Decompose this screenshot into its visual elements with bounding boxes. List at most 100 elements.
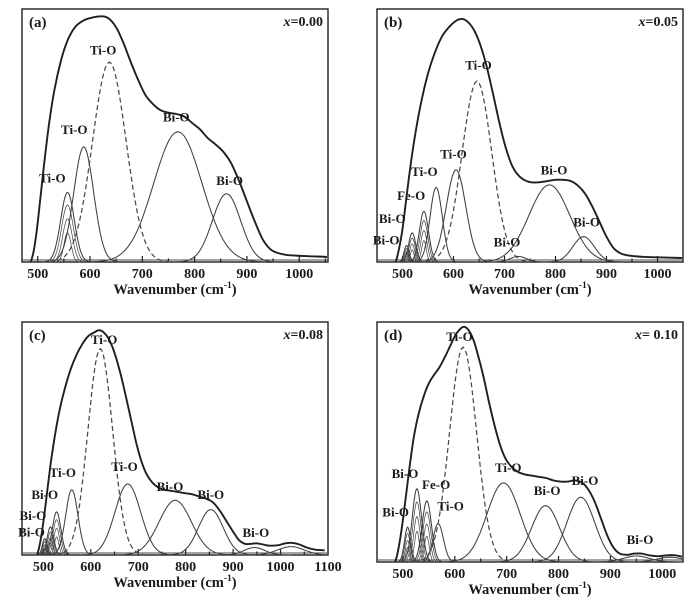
- envelope-curve: [394, 18, 683, 263]
- spectrum-panel-d: 500 600 700 800 900 1000 Wavenumber (cm-1) (d) x…: [350, 302, 700, 604]
- component-curve-bi-o: [91, 131, 265, 263]
- component-curve-ti-o: [414, 346, 512, 563]
- x-tick-label: 500: [27, 267, 48, 282]
- peak-label-ti-o: Ti-O: [50, 465, 77, 480]
- component-curve-bi-o: [175, 193, 278, 263]
- spectrum-panel-c: 500 600 700 800 900 1000 1100 Wavenumber (cm-1)…: [0, 302, 350, 604]
- peak-label-bi-o: Bi-O: [494, 234, 521, 249]
- x-axis-title: Wavenumber (cm-1): [468, 581, 591, 598]
- component-hatch-line: [48, 536, 65, 556]
- x-tick-label: 900: [236, 267, 257, 282]
- component-curve-bi-o: [399, 232, 426, 263]
- spectrum-plot-c: 500 600 700 800 900 1000 1100 Wavenumber (cm-1)…: [18, 321, 342, 591]
- panel-letter: (a): [29, 15, 47, 31]
- x-tick-label: 800: [545, 267, 566, 282]
- component-hatch-line: [40, 531, 61, 556]
- x-tick-label: 900: [600, 567, 621, 582]
- peak-label-bi-o: Bi-O: [20, 508, 47, 523]
- component-curve-bi-o: [544, 236, 623, 263]
- component-hatch-line: [37, 541, 53, 556]
- composition-label: x= 0.10: [634, 328, 678, 343]
- component-curve-ti-o: [421, 169, 491, 263]
- x-tick-label: 500: [392, 567, 413, 582]
- peak-label-ti-o: Ti-O: [91, 332, 118, 347]
- peak-label-bi-o: Bi-O: [163, 110, 190, 125]
- peak-label-bi-o: Bi-O: [18, 524, 45, 539]
- x-tick-label: 1000: [648, 567, 676, 582]
- plot-frame: [21, 321, 329, 556]
- peak-label-bi-o: Bi-O: [627, 532, 654, 547]
- x-tick-label: 800: [184, 267, 205, 282]
- component-hatch-line: [417, 535, 436, 563]
- component-curve-bi-o: [41, 511, 72, 556]
- peak-label-bi-o: Bi-O: [197, 487, 224, 502]
- panel-letter: (c): [29, 328, 46, 344]
- component-curve-bi-o: [530, 496, 632, 563]
- x-tick-label: 900: [596, 267, 617, 282]
- envelope-curve: [29, 15, 328, 263]
- composition-label: x=0.08: [283, 328, 323, 343]
- peak-label-ti-o: Ti-O: [440, 146, 467, 161]
- x-tick-label: 700: [496, 567, 517, 582]
- peak-label-bi-o: Bi-O: [382, 504, 409, 519]
- x-tick-label: 500: [392, 267, 413, 282]
- component-curve-bi-o: [38, 526, 63, 556]
- panel-letter: (d): [384, 328, 402, 344]
- component-curve-bi-o: [488, 255, 548, 263]
- component-curve-ti-o: [42, 191, 93, 263]
- x-tick-label: 1100: [314, 560, 341, 575]
- component-curve-bi-o: [117, 499, 234, 556]
- component-curve-bi-o: [36, 538, 54, 556]
- plot-frame: [21, 8, 329, 263]
- spectrum-plot-b: 500 600 700 800 900 1000 Wavenumber (cm-1) (b) x…: [373, 8, 684, 298]
- component-curve-ti-o: [49, 61, 170, 263]
- plot-frame: [376, 8, 684, 263]
- peak-label-bi-o: Bi-O: [534, 483, 561, 498]
- component-hatch-line: [412, 511, 442, 563]
- peak-label-ti-o: Ti-O: [111, 459, 138, 474]
- peak-label-ti-o: Ti-O: [61, 122, 88, 137]
- peak-label-fe-o: Fe-O: [422, 477, 450, 492]
- component-hatch-line: [415, 523, 439, 563]
- component-curve-ti-o: [47, 146, 120, 263]
- spectrum-plot-a: 500 600 700 800 900 1000 Wavenumber (cm-1) (a) x…: [21, 8, 329, 298]
- envelope-curve: [394, 325, 683, 563]
- composition-label: x=0.05: [638, 15, 678, 30]
- peak-label-bi-o: Bi-O: [216, 173, 243, 188]
- peak-label-bi-o: Bi-O: [541, 163, 568, 178]
- peak-label-bi-o: Bi-O: [572, 473, 599, 488]
- peak-label-ti-o: Ti-O: [90, 43, 117, 58]
- peak-label-ti-o: Ti-O: [495, 460, 521, 475]
- component-curve-unlabeled: [623, 556, 684, 563]
- component-curve-unlabeled: [243, 546, 328, 556]
- x-tick-label: 700: [132, 267, 153, 282]
- peak-label-bi-o: Bi-O: [573, 215, 600, 230]
- component-curve-ti-o: [81, 483, 174, 556]
- x-tick-label: 500: [33, 560, 54, 575]
- peak-label-bi-o: Bi-O: [31, 487, 58, 502]
- x-tick-label: 700: [494, 267, 515, 282]
- plot-frame: [376, 321, 684, 563]
- peak-label-ti-o: Ti-O: [446, 329, 473, 344]
- component-curve-ti-o: [55, 347, 145, 556]
- x-tick-label: 800: [548, 567, 569, 582]
- envelope-curve: [36, 329, 325, 556]
- component-curve-bi-o: [475, 184, 623, 263]
- component-curve-bi-o: [589, 555, 683, 563]
- x-tick-label: 700: [128, 560, 149, 575]
- component-hatch-line: [45, 527, 68, 556]
- x-tick-label: 600: [444, 567, 465, 582]
- spectrum-plot-d: 500 600 700 800 900 1000 Wavenumber (cm-1) (d) x…: [376, 321, 684, 598]
- component-curve-ti-o: [423, 80, 531, 263]
- component-curve-ti-o: [414, 186, 459, 263]
- x-tick-label: 1000: [285, 267, 313, 282]
- x-axis-title: Wavenumber (cm-1): [113, 574, 236, 591]
- x-tick-label: 1000: [267, 560, 295, 575]
- x-tick-label: 600: [80, 267, 101, 282]
- spectrum-panel-a: 500 600 700 800 900 1000 Wavenumber (cm-1) (a) x…: [0, 0, 350, 302]
- component-curve-fe-o: [407, 210, 441, 263]
- peak-label-ti-o: Ti-O: [411, 164, 438, 179]
- x-tick-label: 600: [80, 560, 101, 575]
- component-curve-ti-o: [443, 482, 564, 563]
